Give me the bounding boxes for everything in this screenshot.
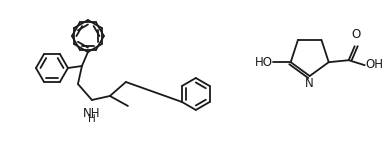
Text: HO: HO [255, 56, 273, 69]
Text: N: N [305, 77, 314, 90]
Text: OH: OH [366, 58, 384, 71]
Text: NH: NH [83, 107, 100, 120]
Text: H: H [88, 114, 96, 124]
Text: O: O [351, 28, 360, 41]
